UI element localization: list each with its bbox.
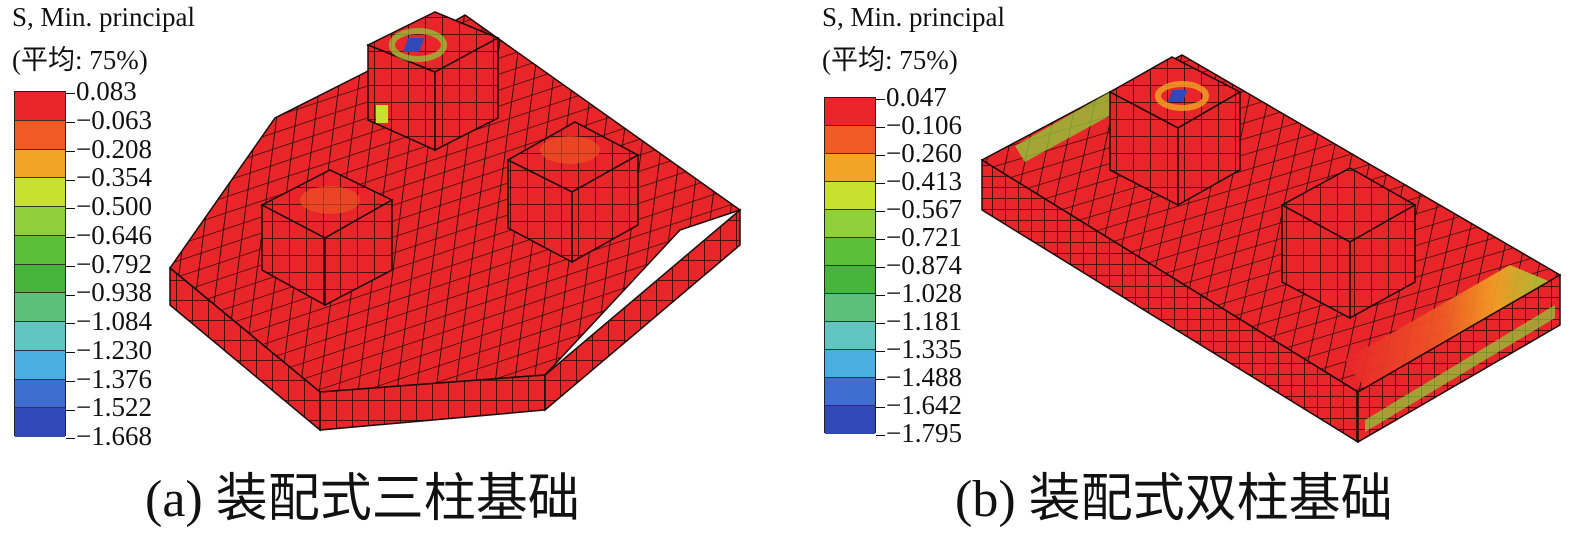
legend-swatch [15,322,65,351]
stress-band-front [1345,265,1558,395]
column-back-side [1177,90,1241,207]
stress-ring [389,28,447,62]
legend-swatch [825,98,875,126]
legend-swatch [825,182,875,210]
legend-tick-label: −0.874 [876,252,962,279]
legend-swatch [15,293,65,322]
caption: (a) 装配式三柱基础 [145,471,580,528]
legend-swatch [825,378,875,406]
legend-tick-label: −1.335 [876,336,962,363]
legend-color-bar [14,91,66,437]
legend-swatch [15,235,65,265]
legend-tick-label: −0.792 [66,250,152,278]
stress-band-back [1015,92,1120,162]
legend-tick-label: −0.208 [66,135,152,163]
stress-hotspot [1167,90,1188,102]
column-front-side [1349,203,1416,320]
legend-swatch [825,350,875,378]
column-right-side [571,153,639,264]
legend-tick-label: −1.642 [876,392,962,419]
legend-swatch [15,92,65,121]
legend-swatch [825,238,875,266]
legend-swatch [15,120,65,150]
legend-swatch [825,266,875,294]
legend-swatch [15,178,65,207]
legend-tick-label: 0.047 [876,84,947,111]
panel-three-column-foundation: S, Min. principal (平均: 75%) 0.083 −0.063−… [0,0,790,540]
column-right-top-shade [540,136,600,164]
legend-swatch [15,408,65,437]
legend-tick-label: −0.413 [876,168,962,195]
column-back-side [434,36,499,152]
legend-swatch [15,207,65,236]
legend-tick-label: −0.063 [66,106,152,134]
legend-tick-label: −1.668 [66,423,152,450]
caption: (b) 装配式双柱基础 [955,471,1393,528]
legend-tick-label: 0.083 [66,78,137,105]
legend-title: S, Min. principal [822,2,1005,32]
legend-tick-label: −0.938 [66,279,152,306]
legend-tick-label: −1.181 [876,308,962,335]
legend-tick-label: −1.084 [66,308,152,335]
legend-tick-label: −1.028 [876,280,962,307]
stress-patch [376,105,388,123]
legend-swatch [15,350,65,380]
legend-tick-label: −0.567 [876,196,962,223]
legend-swatch [15,379,65,409]
legend-swatch [15,149,65,179]
legend-subtitle: (平均: 75%) [12,45,148,75]
legend-tick-label: −1.488 [876,364,962,391]
column-left-side [324,198,393,307]
legend-title: S, Min. principal [12,2,195,32]
stress-band-side [1365,305,1555,432]
legend-tick-label: −0.106 [876,112,962,139]
legend-swatch [825,126,875,154]
legend-swatch [15,264,65,294]
legend-color-bar [824,97,876,434]
legend-swatch [825,210,875,238]
fem-model-three-column [168,11,742,432]
stress-ring [1155,81,1209,111]
legend-tick-label: −1.795 [876,420,962,447]
legend-swatch [825,154,875,182]
legend-tick-label: −1.376 [66,365,152,393]
legend-tick-label: −0.646 [66,221,152,249]
legend-tick-label: −1.230 [66,336,152,364]
column-left-top-shade [300,186,360,214]
legend-swatch [825,294,875,322]
panel-two-column-foundation: S, Min. principal (平均: 75%) 0.047 −0.106−… [810,0,1575,540]
legend-swatch [825,322,875,350]
stress-hotspot [403,38,425,52]
slab-side-right [544,208,741,412]
legend-subtitle: (平均: 75%) [822,45,958,75]
legend-tick-label: −1.522 [66,394,152,421]
legend-tick-label: −0.354 [66,164,152,191]
fem-model-two-column [980,54,1562,444]
legend-tick-label: −0.721 [876,224,962,251]
legend-swatch [825,406,875,434]
legend-tick-label: −0.260 [876,140,962,167]
legend-tick-label: −0.500 [66,193,152,220]
